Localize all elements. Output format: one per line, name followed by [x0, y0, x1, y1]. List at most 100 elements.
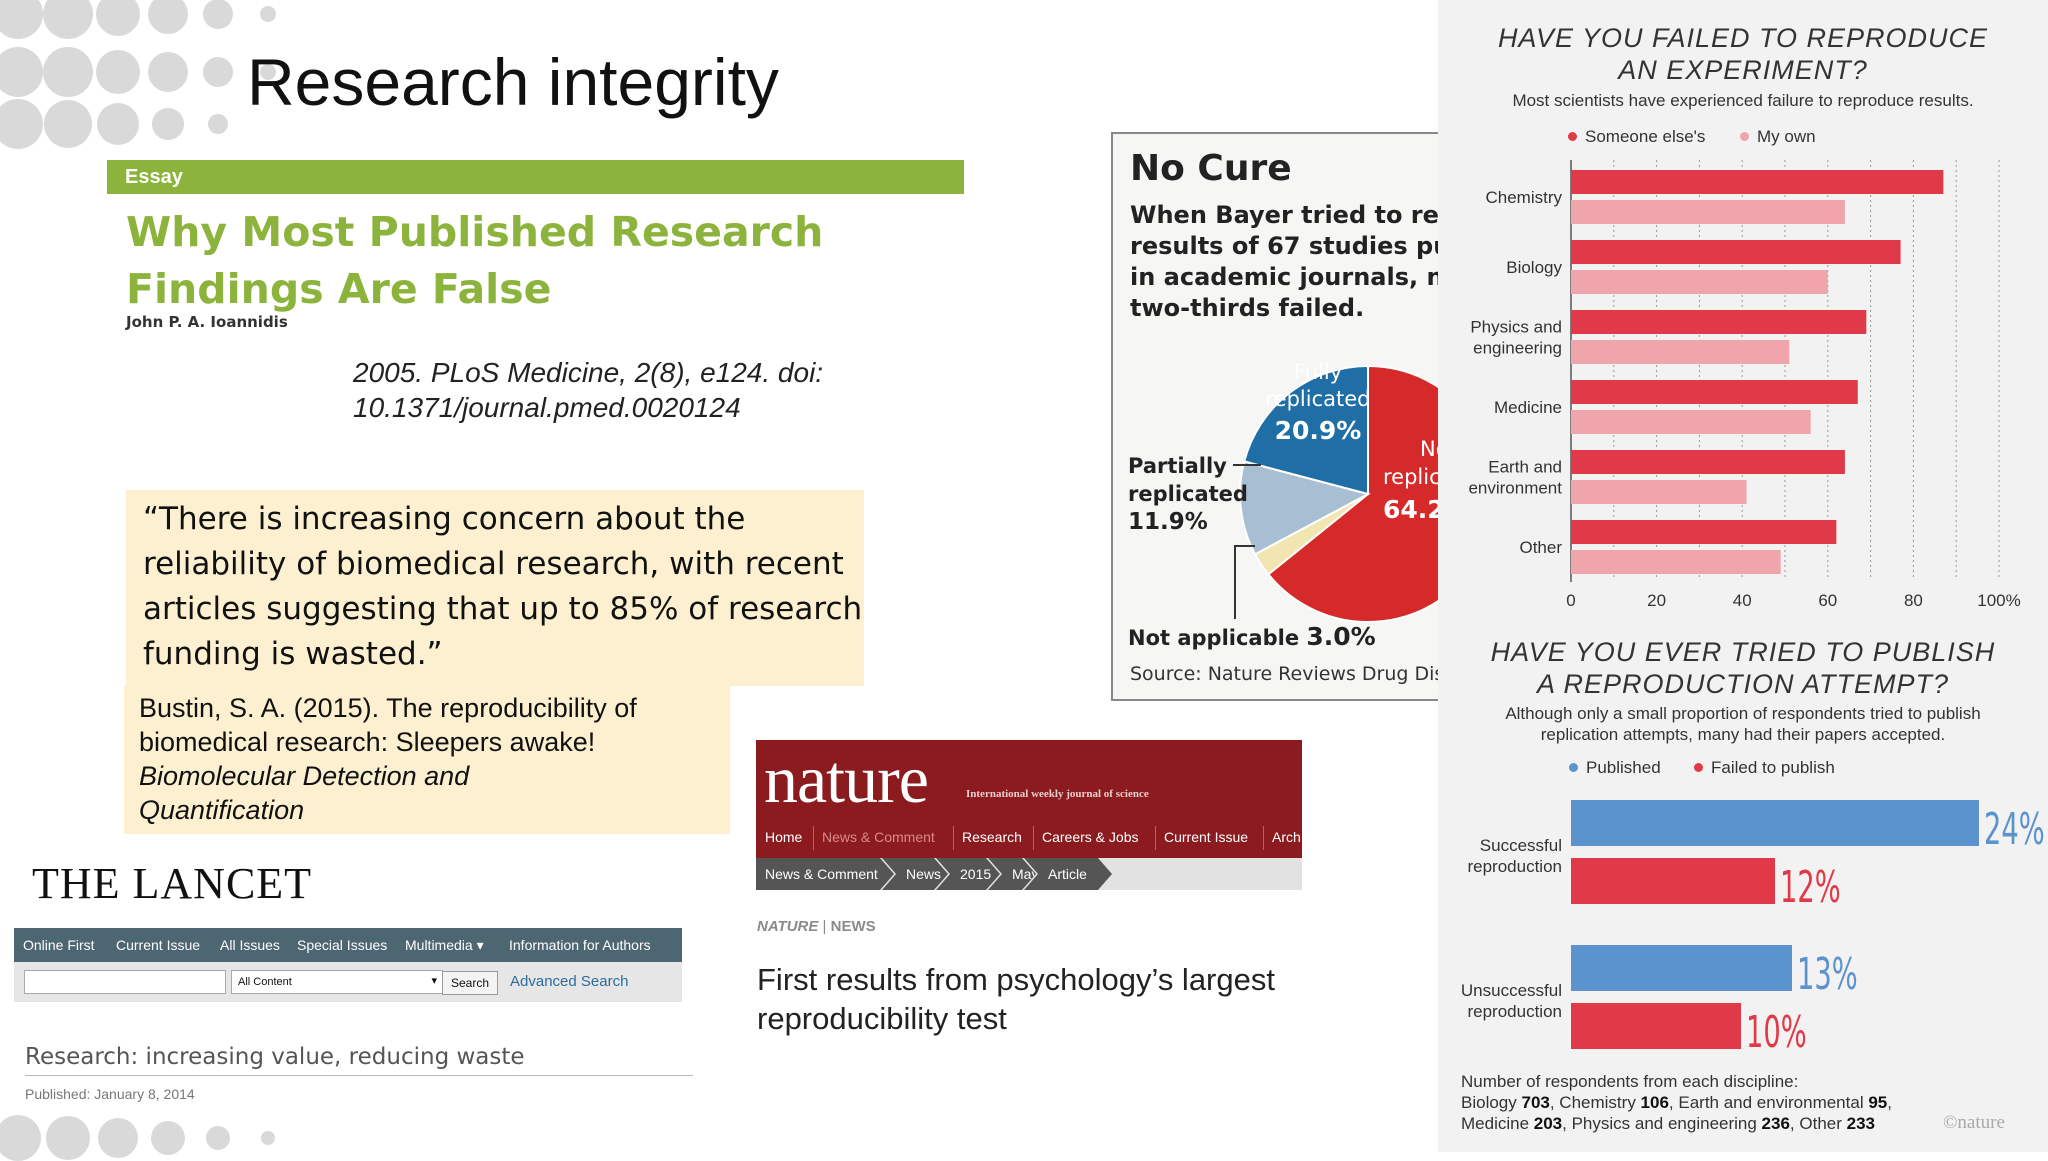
decorative-dot: [96, 50, 140, 94]
quote-reference-plain: Bustin, S. A. (2015). The reproducibilit…: [139, 693, 637, 757]
nature-section-label: NATURE | NEWS: [757, 918, 876, 935]
lancet-nav-all-issues[interactable]: All Issues: [220, 937, 280, 953]
nature-nav-item[interactable]: Current Issue: [1164, 829, 1249, 845]
essay-headline: Why Most Published Research Findings Are…: [126, 208, 824, 313]
lancet-advanced-search-link[interactable]: Advanced Search: [510, 973, 629, 990]
category-label: reproduction: [1467, 857, 1562, 876]
legend-swatch: [1740, 132, 1749, 141]
lancet-article-title[interactable]: Research: increasing value, reducing was…: [25, 1044, 525, 1070]
lancet-search-bar: All Content ▾ Search Advanced Search: [14, 962, 682, 1002]
nature-nav-divider: [1263, 826, 1264, 850]
nature-nav-item[interactable]: Home: [765, 829, 803, 845]
footnote-text: , Earth and environmental: [1668, 1093, 1869, 1112]
legend-label: Published: [1586, 758, 1661, 777]
lancet-search-scope-select[interactable]: All Content ▾: [231, 970, 443, 994]
essay-author: John P. A. Ioannidis: [126, 313, 288, 331]
chart1-title-line: AN EXPERIMENT?: [1618, 55, 1868, 85]
chart2-title: HAVE YOU EVER TRIED TO PUBLISH A REPRODU…: [1438, 636, 2048, 700]
not-applicable-value: 3.0%: [1306, 622, 1376, 651]
pie-label-fully: replicated: [1266, 387, 1371, 411]
footnote-text: , Chemistry: [1549, 1093, 1641, 1112]
footnote-count: 203: [1533, 1114, 1563, 1133]
tick-label: 60: [1818, 591, 1837, 610]
essay-card: Essay Why Most Published Research Findin…: [107, 160, 964, 350]
footnote-text: Medicine: [1461, 1114, 1534, 1133]
decorative-dot: [0, 47, 43, 97]
nature-nav-item[interactable]: Arch: [1272, 829, 1301, 845]
footnote-line: Number of respondents from each discipli…: [1461, 1072, 1799, 1091]
bar-someone-else: [1571, 240, 1901, 264]
lancet-search-input[interactable]: [24, 970, 226, 994]
nature-breadcrumb-item[interactable]: Article: [1024, 858, 1112, 890]
partial-label-line: Partially: [1128, 454, 1227, 478]
category-label: Physics and: [1470, 318, 1562, 337]
data-label: 24%: [1984, 803, 2045, 855]
bar-someone-else: [1571, 450, 1845, 474]
decorative-dot: [0, 99, 43, 149]
chart1-title-line: HAVE YOU FAILED TO REPRODUCE: [1497, 23, 1989, 53]
not-applicable-text: Not applicable: [1128, 626, 1300, 650]
lancet-nav-info-authors[interactable]: Information for Authors: [509, 937, 651, 953]
no-cure-lead: When Bayer tried to replic results of 67…: [1130, 200, 1443, 324]
nature-nav-item[interactable]: Careers & Jobs: [1042, 829, 1139, 845]
pie-value-not: 64.2: [1383, 495, 1443, 524]
tick-label: 100%: [1977, 591, 2020, 610]
divider: [25, 1075, 693, 1076]
tick-label: 0: [1566, 591, 1575, 610]
category-label: Unsuccessful: [1461, 981, 1562, 1000]
chart-footnote: Number of respondents from each discipli…: [1461, 1071, 1892, 1134]
lancet-nav-current-issue[interactable]: Current Issue: [116, 937, 201, 953]
nature-label-section: NEWS: [830, 918, 876, 935]
lancet-nav-multimedia[interactable]: Multimedia ▾: [405, 937, 484, 953]
partial-value: 11.9%: [1128, 509, 1208, 535]
chart1-bar-chart: Chemistry Biology Physics and engineering Me…: [1468, 160, 2021, 610]
pie-slice: [1243, 364, 1369, 496]
decorative-dot: [43, 0, 93, 39]
pie-label-not: No: [1420, 437, 1443, 461]
category-label: Chemistry: [1485, 188, 1562, 207]
decorative-dot: [97, 103, 139, 145]
nature-logo: nature: [764, 741, 929, 817]
lancet-search-button[interactable]: Search: [442, 971, 498, 995]
lancet-nav-online-first[interactable]: Online First: [23, 937, 95, 953]
chart2-subtitle-line: Although only a small proportion of resp…: [1505, 704, 1981, 723]
no-cure-lead-line: When Bayer tried to replic: [1130, 201, 1443, 229]
category-label: Medicine: [1494, 398, 1562, 417]
nature-nav-item[interactable]: News & Comment: [822, 829, 935, 845]
decorative-dot: [148, 0, 188, 34]
footnote-text: ,: [1887, 1093, 1892, 1112]
bar-my-own: [1571, 200, 1845, 224]
bar-published: [1571, 800, 1979, 846]
decorative-dot: [261, 1131, 275, 1145]
no-cure-source: Source: Nature Reviews Drug Discov: [1130, 663, 1443, 685]
nature-label-sep: |: [818, 918, 831, 935]
essay-tag: Essay: [125, 166, 183, 188]
bar-failed-to-publish: [1571, 1003, 1741, 1049]
lancet-screenshot: THE LANCET Online First Current Issue Al…: [14, 850, 693, 1120]
footnote-count: 106: [1640, 1093, 1669, 1112]
data-label: 13%: [1797, 948, 1858, 1000]
chart1-title: HAVE YOU FAILED TO REPRODUCE AN EXPERIME…: [1438, 22, 2048, 86]
nature-breadcrumb: News & Comment News 2015 May Article: [756, 858, 1302, 890]
nature-headline[interactable]: First results from psychology’s largest …: [757, 962, 1275, 1036]
category-label: environment: [1468, 479, 1562, 498]
bar-failed-to-publish: [1571, 858, 1775, 904]
not-applicable-label: Not applicable 3.0%: [1128, 622, 1376, 651]
pie-value-fully: 20.9%: [1275, 416, 1362, 445]
chart2-legend-failed: Failed to publish: [1694, 758, 1835, 778]
category-label: Earth and: [1488, 458, 1562, 477]
quote-text: “There is increasing concern about the r…: [143, 501, 863, 672]
decorative-dot: [208, 114, 228, 134]
footnote-text: , Other: [1789, 1114, 1847, 1133]
decorative-dot: [98, 1118, 138, 1158]
nature-breadcrumb-item[interactable]: News & Comment: [756, 858, 894, 890]
footnote-count: 95: [1868, 1093, 1888, 1112]
lancet-nav-special-issues[interactable]: Special Issues: [297, 937, 388, 953]
legend-swatch: [1694, 763, 1703, 772]
tick-label: 80: [1904, 591, 1923, 610]
legend-label: Someone else's: [1585, 127, 1706, 146]
bar-someone-else: [1571, 310, 1867, 334]
nature-nav-item[interactable]: Research: [962, 829, 1022, 845]
data-label: 12%: [1780, 861, 1841, 913]
bar-my-own: [1571, 270, 1828, 294]
